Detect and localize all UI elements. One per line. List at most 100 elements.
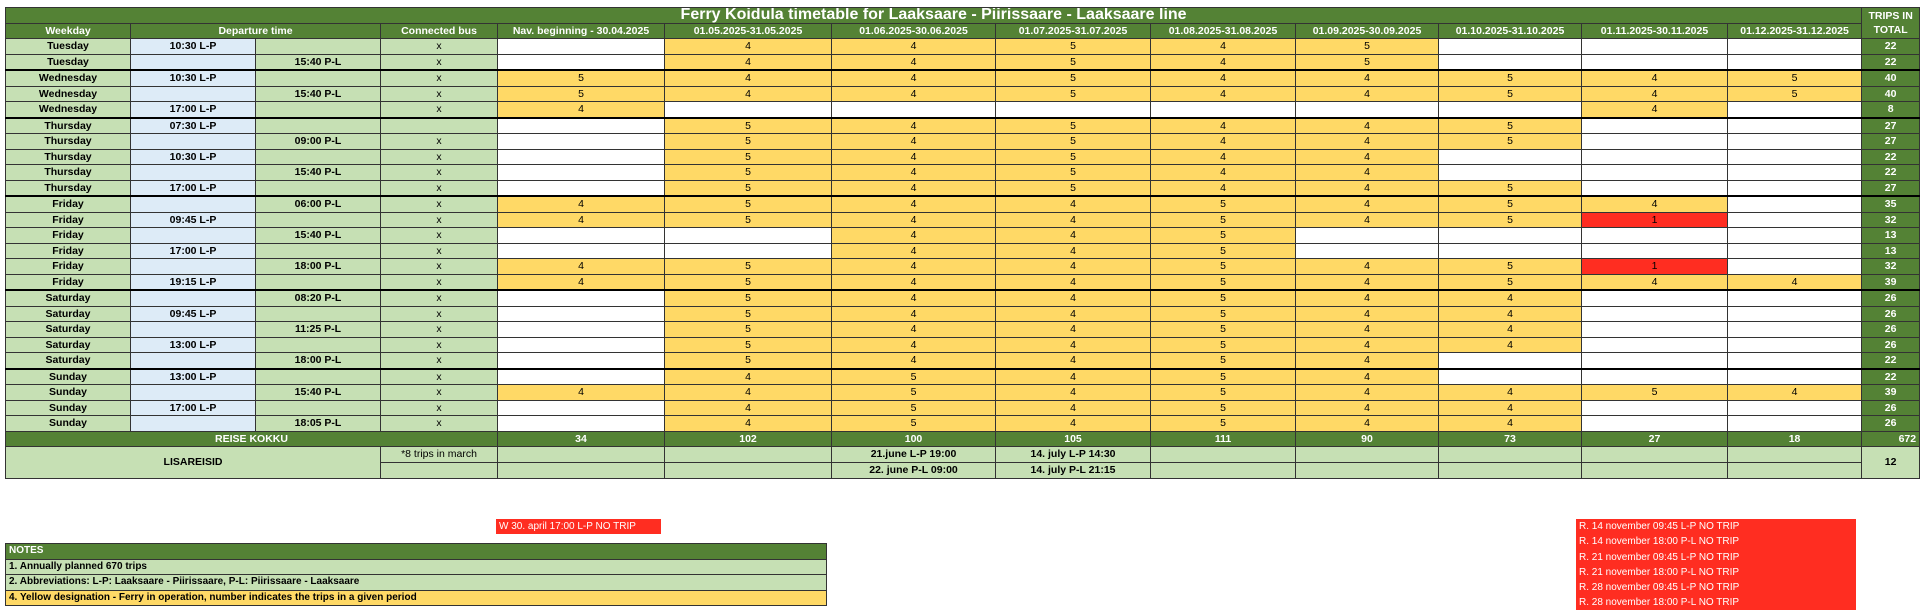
weekday-cell: Friday (5, 273, 131, 291)
trip-count-cell: 5 (664, 336, 832, 353)
lp-departure-cell (130, 227, 256, 244)
april-no-trip-note: W 30. april 17:00 L-P NO TRIP (496, 519, 661, 534)
table-row: Tuesday 10:30 L-P x 4 4 5 4 5 22 (5, 38, 1921, 55)
trip-count-cell: 4 (1295, 273, 1439, 291)
trip-count-cell: 5 (831, 415, 996, 432)
trip-count-cell (1581, 53, 1728, 71)
trip-count-cell (497, 367, 665, 385)
pl-departure-cell (255, 211, 381, 228)
pl-departure-cell: 06:00 P-L (255, 195, 381, 213)
bus-cell: x (380, 148, 498, 165)
trip-count-cell: 5 (995, 179, 1151, 197)
trip-count-cell: 4 (1438, 289, 1582, 307)
bus-cell: x (380, 133, 498, 150)
row-total-cell: 32 (1861, 211, 1921, 228)
period-header: 01.08.2025-31.08.2025 (1150, 22, 1296, 39)
trip-count-cell: 4 (831, 38, 996, 55)
extra-cell (664, 446, 832, 463)
weekday-cell: Sunday (5, 415, 131, 432)
trip-count-cell: 5 (1726, 69, 1863, 87)
trip-count-cell (1726, 336, 1863, 353)
weekday-cell: Saturday (5, 336, 131, 353)
table-row: Saturday 11:25 P-L x 5 4 4 5 4 4 26 (5, 321, 1921, 338)
trip-count-cell: 1 (1581, 258, 1728, 275)
table-row: Saturday 13:00 L-P x 5 4 4 5 4 4 26 (5, 336, 1921, 353)
trip-count-cell (1726, 211, 1863, 228)
pl-departure-cell: 18:05 P-L (255, 415, 381, 432)
trip-count-cell (1438, 53, 1582, 71)
trip-count-cell: 5 (1438, 211, 1582, 228)
pl-departure-cell: 18:00 P-L (255, 258, 381, 275)
row-total-cell: 8 (1861, 101, 1921, 118)
table-row: Saturday 18:00 P-L x 5 4 4 5 4 22 (5, 352, 1921, 369)
pl-departure-cell (255, 69, 381, 87)
trip-count-cell: 5 (1438, 133, 1582, 150)
november-no-trip-note: R. 21 november 09:45 L-P NO TRIP (1579, 551, 1740, 563)
pl-departure-cell (255, 101, 381, 118)
extra-total: 12 (1861, 446, 1921, 479)
trip-count-cell: 4 (995, 336, 1151, 353)
trip-count-cell: 4 (497, 211, 665, 228)
trip-count-cell: 4 (1150, 53, 1296, 71)
trip-count-cell: 4 (1295, 148, 1439, 165)
trip-count-cell: 4 (664, 415, 832, 432)
table-row: Thursday 07:30 L-P 5 4 5 4 4 5 27 (5, 116, 1921, 134)
extra-cell (1150, 446, 1296, 463)
trip-count-cell (497, 38, 665, 55)
bus-cell: x (380, 164, 498, 181)
table-row: Friday 19:15 L-P x 4 5 4 4 5 4 5 4 4 39 (5, 273, 1921, 291)
lp-departure-cell (130, 195, 256, 213)
row-total-cell: 27 (1861, 116, 1921, 134)
trip-count-cell: 4 (1581, 101, 1728, 118)
trip-count-cell: 4 (497, 273, 665, 291)
trip-count-cell: 4 (497, 101, 665, 118)
notes-header: NOTES (5, 543, 827, 560)
extra-cell (1438, 462, 1582, 479)
note-item: 4. Yellow designation - Ferry in operati… (5, 589, 827, 606)
table-row: Thursday 10:30 L-P x 5 4 5 4 4 22 (5, 148, 1921, 165)
trip-count-cell (664, 242, 832, 259)
trip-count-cell: 4 (1295, 116, 1439, 134)
row-total-cell: 39 (1861, 384, 1921, 401)
weekday-cell: Saturday (5, 289, 131, 307)
weekday-cell: Sunday (5, 399, 131, 416)
note-item: 2. Abbreviations: L-P: Laaksaare - Piiri… (5, 574, 827, 591)
trip-count-cell (1726, 258, 1863, 275)
row-total-cell: 27 (1861, 133, 1921, 150)
row-total-cell: 39 (1861, 273, 1921, 291)
trip-count-cell: 5 (497, 69, 665, 87)
trip-count-cell: 4 (1726, 384, 1863, 401)
pl-departure-cell: 11:25 P-L (255, 321, 381, 338)
pl-departure-cell (255, 116, 381, 134)
table-row: Friday 18:00 P-L x 4 5 4 4 5 4 5 1 32 (5, 258, 1921, 275)
notes-area: W 30. april 17:00 L-P NO TRIP R. 14 nove… (5, 519, 1919, 610)
trip-count-cell (1726, 164, 1863, 181)
trip-count-cell: 4 (1295, 164, 1439, 181)
weekday-cell: Wednesday (5, 85, 131, 102)
november-no-trip-note: R. 21 november 18:00 P-L NO TRIP (1579, 566, 1740, 578)
weekday-cell: Friday (5, 211, 131, 228)
extra-cell (1726, 462, 1863, 479)
bus-cell: x (380, 38, 498, 55)
row-total-cell: 22 (1861, 53, 1921, 71)
row-total-cell: 40 (1861, 69, 1921, 87)
trip-count-cell: 4 (831, 69, 996, 87)
weekday-cell: Tuesday (5, 38, 131, 55)
lp-departure-cell: 17:00 L-P (130, 242, 256, 259)
table-row: Saturday 08:20 P-L x 5 4 4 5 4 4 26 (5, 289, 1921, 307)
trip-count-cell (1726, 242, 1863, 259)
trip-count-cell (1726, 101, 1863, 118)
trip-count-cell (1581, 164, 1728, 181)
trip-count-cell (1726, 195, 1863, 213)
trip-count-cell: 4 (1150, 133, 1296, 150)
extra-june-cell: 22. june P-L 09:00 (831, 462, 996, 479)
trip-count-cell (1726, 53, 1863, 71)
trip-count-cell: 4 (664, 69, 832, 87)
extra-cell (497, 446, 665, 463)
pl-departure-cell: 15:40 P-L (255, 164, 381, 181)
summary-value: 105 (995, 430, 1151, 447)
summary-value: 90 (1295, 430, 1439, 447)
trip-count-cell: 5 (1150, 399, 1296, 416)
trip-count-cell: 4 (1295, 289, 1439, 307)
bus-cell: x (380, 101, 498, 118)
